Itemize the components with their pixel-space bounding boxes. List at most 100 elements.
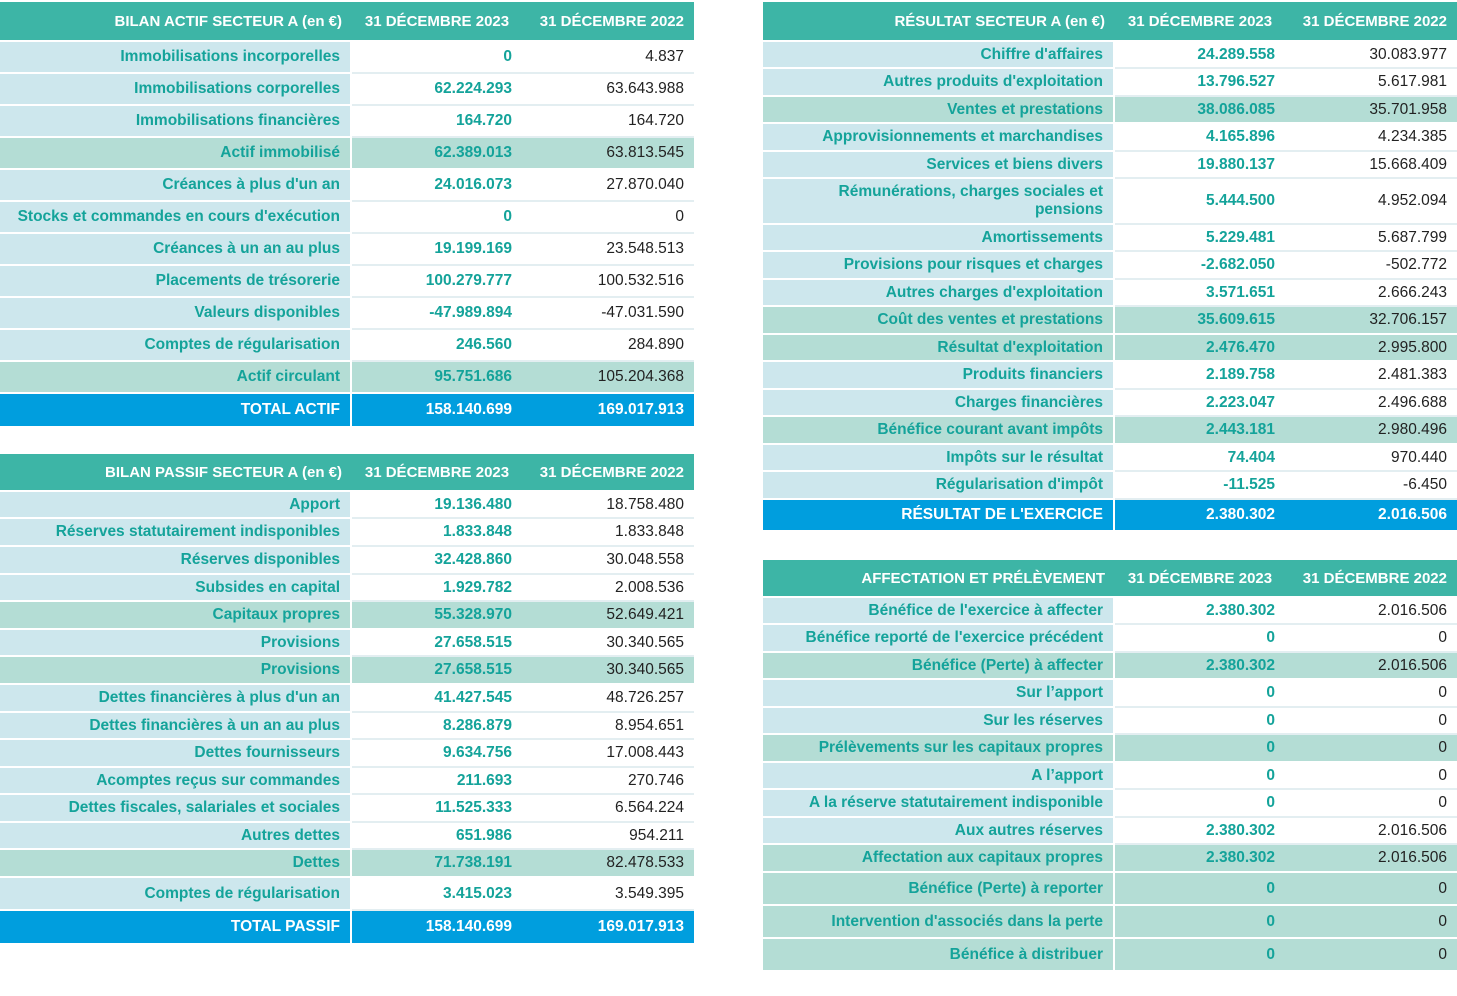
row-label: Actif circulant — [0, 362, 352, 394]
table-row: A l’apport 0 0 — [763, 763, 1457, 790]
value-2022: 0 — [1285, 906, 1457, 939]
value-2023: 19.136.480 — [352, 492, 522, 519]
value-2023: 2.380.302 — [1115, 818, 1285, 845]
table-row: Régularisation d'impôt -11.525 -6.450 — [763, 472, 1457, 500]
value-2022: 2.481.383 — [1285, 362, 1457, 390]
value-2022: 284.890 — [522, 330, 694, 362]
value-2023: 0 — [352, 42, 522, 74]
value-2022: 48.726.257 — [522, 685, 694, 713]
row-label: Sur les réserves — [763, 708, 1115, 735]
value-2022: 0 — [522, 202, 694, 234]
value-2023: 211.693 — [352, 768, 522, 795]
row-label: Bénéfice à distribuer — [763, 939, 1115, 972]
table-row: Placements de trésorerie 100.279.777 100.5… — [0, 266, 694, 298]
value-2022: 30.340.565 — [522, 630, 694, 657]
value-2023: 8.286.879 — [352, 713, 522, 740]
row-label: Capitaux propres — [0, 602, 352, 630]
value-2023: 35.609.615 — [1115, 307, 1285, 335]
value-2023: 24.016.073 — [352, 170, 522, 202]
value-2023: 27.658.515 — [352, 630, 522, 657]
value-2023: 4.165.896 — [1115, 124, 1285, 152]
table-row: Réserves disponibles 32.428.860 30.048.558 — [0, 547, 694, 575]
value-2022: 4.837 — [522, 42, 694, 74]
row-label: Actif immobilisé — [0, 138, 352, 170]
value-2022: 2.016.506 — [1285, 845, 1457, 873]
row-label: Bénéfice courant avant impôts — [763, 417, 1115, 445]
column-header-2023: 31 DÉCEMBRE 2023 — [352, 2, 522, 42]
table-row: Immobilisations corporelles 62.224.293 63.… — [0, 74, 694, 106]
subtotal-row: Provisions 27.658.515 30.340.565 — [0, 657, 694, 685]
value-2022: 8.954.651 — [522, 713, 694, 740]
value-2023: 2.189.758 — [1115, 362, 1285, 390]
table-row: Dettes financières à un an au plus 8.286.… — [0, 713, 694, 740]
value-2023: 3.415.023 — [352, 878, 522, 911]
row-label: Bénéfice (Perte) à reporter — [763, 873, 1115, 906]
value-2022: 6.564.224 — [522, 795, 694, 823]
value-2022: 2.496.688 — [1285, 390, 1457, 417]
table-row: Dettes financières à plus d'un an 41.427.… — [0, 685, 694, 713]
value-2022: 2.980.496 — [1285, 417, 1457, 445]
row-label: Produits financiers — [763, 362, 1115, 390]
value-2022: 18.758.480 — [522, 492, 694, 519]
row-label: Réserves statutairement indisponibles — [0, 519, 352, 547]
column-header-2023: 31 DÉCEMBRE 2023 — [352, 454, 522, 492]
row-label: A l’apport — [763, 763, 1115, 790]
value-2023: 62.389.013 — [352, 138, 522, 170]
value-2023: 19.199.169 — [352, 234, 522, 266]
table-row: Rémunérations, charges sociales et pensi… — [763, 179, 1457, 225]
row-label: Provisions — [0, 657, 352, 685]
table-header-row: AFFECTATION ET PRÉLÈVEMENT 31 DÉCEMBRE 2… — [763, 560, 1457, 598]
table-row: Comptes de régularisation 3.415.023 3.549.… — [0, 878, 694, 911]
table-row: Dettes fournisseurs 9.634.756 17.008.443 — [0, 740, 694, 768]
table-row: Services et biens divers 19.880.137 15.668… — [763, 152, 1457, 179]
total-row: TOTAL ACTIF 158.140.699 169.017.913 — [0, 394, 694, 426]
value-2023: 2.380.302 — [1115, 598, 1285, 625]
row-label: Services et biens divers — [763, 152, 1115, 179]
table-row: Approvisionnements et marchandises 4.165.… — [763, 124, 1457, 152]
table-header-row: BILAN PASSIF SECTEUR A (en €) 31 DÉCEMBR… — [0, 454, 694, 492]
value-2023: 41.427.545 — [352, 685, 522, 713]
value-2023: 0 — [1115, 680, 1285, 708]
total-2022: 169.017.913 — [522, 911, 694, 943]
row-label: Charges financières — [763, 390, 1115, 417]
subtotal-row: Affectation aux capitaux propres 2.380.30… — [763, 845, 1457, 873]
value-2023: 19.880.137 — [1115, 152, 1285, 179]
table-title: AFFECTATION ET PRÉLÈVEMENT — [763, 560, 1115, 598]
table-row: Provisions pour risques et charges -2.682… — [763, 252, 1457, 280]
row-label: Dettes financières à plus d'un an — [0, 685, 352, 713]
row-label: Autres produits d'exploitation — [763, 69, 1115, 97]
value-2022: 0 — [1285, 625, 1457, 653]
value-2022: 5.617.981 — [1285, 69, 1457, 97]
table-row: Subsides en capital 1.929.782 2.008.536 — [0, 575, 694, 602]
row-label: Chiffre d'affaires — [763, 42, 1115, 69]
value-2022: 105.204.368 — [522, 362, 694, 394]
row-label: Acomptes reçus sur commandes — [0, 768, 352, 795]
value-2023: 71.738.191 — [352, 850, 522, 878]
row-label: Stocks et commandes en cours d'exécution — [0, 202, 352, 234]
subtotal-row: Coût des ventes et prestations 35.609.615… — [763, 307, 1457, 335]
value-2022: 2.016.506 — [1285, 818, 1457, 845]
table-row: Chiffre d'affaires 24.289.558 30.083.977 — [763, 42, 1457, 69]
value-2023: 13.796.527 — [1115, 69, 1285, 97]
value-2022: 5.687.799 — [1285, 225, 1457, 252]
table-row: Sur l’apport 0 0 — [763, 680, 1457, 708]
table-row: Apport 19.136.480 18.758.480 — [0, 492, 694, 519]
row-label: Immobilisations corporelles — [0, 74, 352, 106]
row-label: Valeurs disponibles — [0, 298, 352, 330]
value-2022: -502.772 — [1285, 252, 1457, 280]
value-2023: 32.428.860 — [352, 547, 522, 575]
value-2023: 11.525.333 — [352, 795, 522, 823]
table-row: Autres dettes 651.986 954.211 — [0, 823, 694, 850]
row-label: Subsides en capital — [0, 575, 352, 602]
value-2022: 0 — [1285, 873, 1457, 906]
table-row: Autres produits d'exploitation 13.796.527… — [763, 69, 1457, 97]
value-2023: -11.525 — [1115, 472, 1285, 500]
subtotal-row: Capitaux propres 55.328.970 52.649.421 — [0, 602, 694, 630]
row-label: Résultat d'exploitation — [763, 335, 1115, 362]
value-2022: 30.048.558 — [522, 547, 694, 575]
table-row: Impôts sur le résultat 74.404 970.440 — [763, 445, 1457, 472]
value-2023: 2.443.181 — [1115, 417, 1285, 445]
row-label: Ventes et prestations — [763, 97, 1115, 124]
table-row: Charges financières 2.223.047 2.496.688 — [763, 390, 1457, 417]
value-2023: 95.751.686 — [352, 362, 522, 394]
